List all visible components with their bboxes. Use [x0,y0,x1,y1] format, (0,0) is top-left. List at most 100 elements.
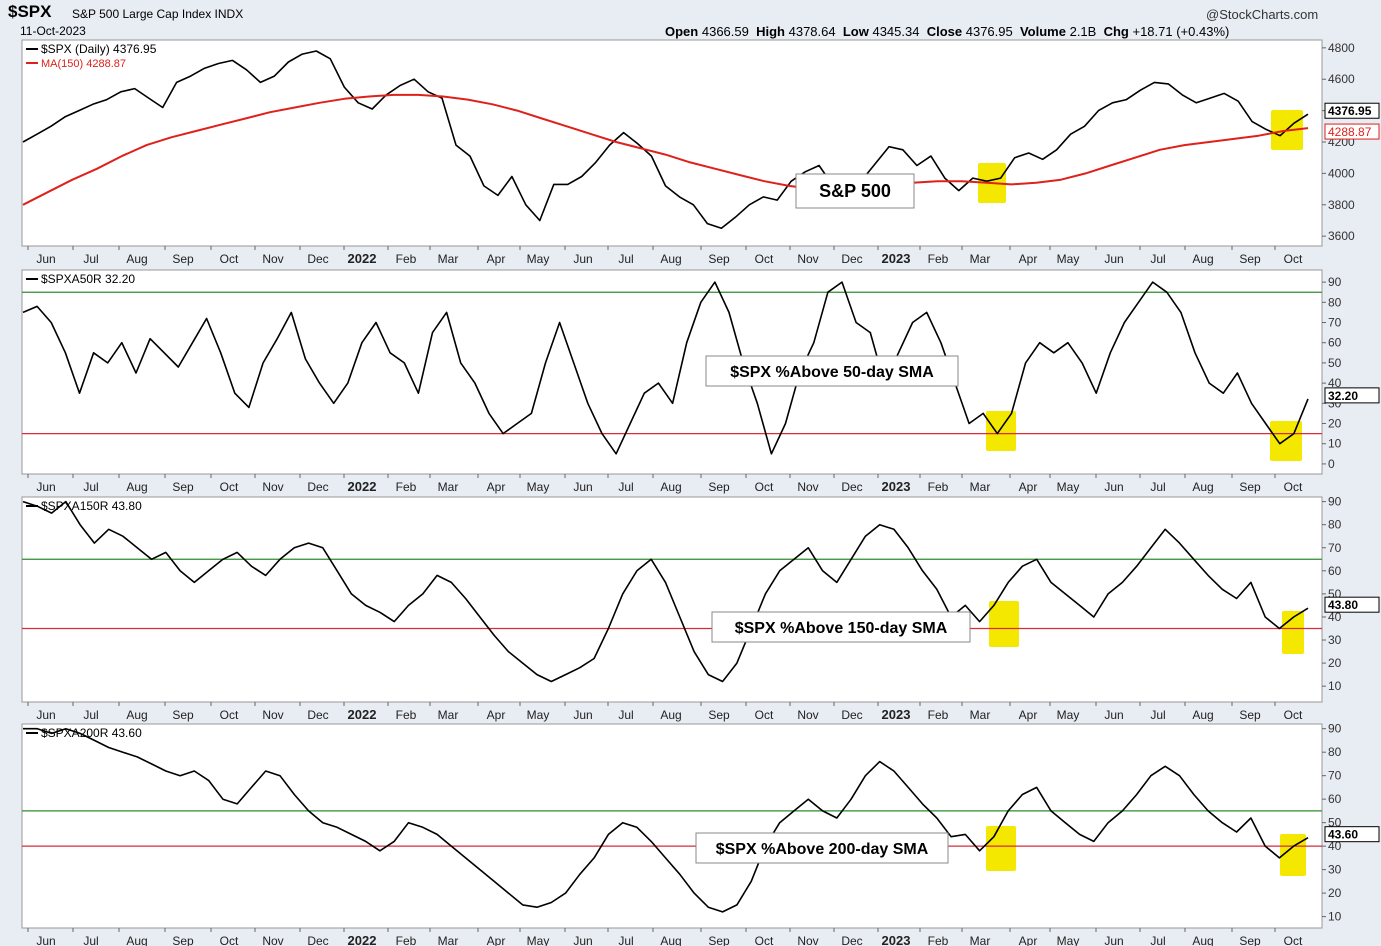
y-tick-label: 90 [1328,495,1342,509]
annotation-label: $SPX %Above 200-day SMA [716,841,929,858]
y-tick-label: 10 [1328,437,1342,451]
y-tick-label: 40 [1328,376,1342,390]
x-tick-label: Aug [126,934,147,946]
x-tick-label: Dec [307,934,328,946]
annotation-box [795,173,915,209]
last-value-label: 43.80 [1328,598,1358,612]
x-tick-label: Nov [797,480,818,494]
y-tick-label: 3600 [1328,229,1355,243]
annotation-label: S&P 500 [819,181,891,201]
y-tick-label: 90 [1328,275,1342,289]
x-tick-label: Oct [1284,480,1303,494]
x-tick-label: Aug [126,252,147,266]
x-tick-label: Aug [126,480,147,494]
x-tick-label: May [527,708,550,722]
x-tick-label: Feb [396,934,417,946]
x-tick-label: Jun [573,480,592,494]
x-tick-label: Jun [573,934,592,946]
x-tick-label: Aug [1192,708,1213,722]
x-tick-label: Sep [708,708,730,722]
x-tick-label: May [1057,934,1080,946]
x-tick-label: Jun [573,708,592,722]
y-tick-label: 70 [1328,769,1342,783]
chart-panel-1: $SPX (Daily) 4376.95 MA(150) 4288.87 S&P 5… [21,39,1380,266]
y-tick-label: 4800 [1328,41,1355,55]
last-value-tag [1324,596,1380,613]
x-tick-label: Oct [220,708,239,722]
x-tick-label: Aug [660,252,681,266]
x-tick-label: Apr [1019,708,1038,722]
ticker-symbol: $SPX [8,2,52,21]
y-tick-label: 60 [1328,564,1342,578]
x-tick-label: Dec [841,934,862,946]
y-tick-label: 20 [1328,886,1342,900]
chart-panel-3: $SPXA150R 43.80 $SPX %Above 150-day SMA 10… [21,495,1380,722]
high-value: 4378.64 [788,24,836,39]
x-tick-label: Oct [1284,708,1303,722]
x-tick-label: Dec [841,252,862,266]
legend-label: $SPX (Daily) 4376.95 [41,42,157,56]
y-tick-label: 0 [1328,457,1335,471]
x-tick-label: Oct [1284,252,1303,266]
y-tick-label: 10 [1328,679,1342,693]
last-value-label: 32.20 [1328,389,1358,403]
x-tick-label: Dec [307,252,328,266]
annotation-box [705,355,959,387]
index-name: S&P 500 Large Cap Index INDX [72,7,244,21]
legend-label: MA(150) 4288.87 [41,58,126,70]
x-tick-label: Nov [262,934,283,946]
volume-label: Volume [1019,24,1066,39]
x-tick-label: Oct [220,252,239,266]
y-tick-label: 70 [1328,316,1342,330]
highlight-box [989,601,1019,647]
x-tick-label: May [527,934,550,946]
x-tick-label: Feb [928,708,949,722]
x-tick-label: Feb [928,252,949,266]
last-value-tag [1324,387,1380,404]
x-tick-label: Dec [841,708,862,722]
y-tick-label: 3800 [1328,198,1355,212]
chart-panel-4: $SPXA200R 43.60 $SPX %Above 200-day SMA 10… [21,722,1380,946]
x-tick-label: Apr [487,252,506,266]
x-tick-label: Apr [1019,252,1038,266]
annotation-label: $SPX %Above 50-day SMA [730,364,934,381]
x-tick-label: May [1057,708,1080,722]
last-value-label: 4376.95 [1328,104,1372,118]
last-value-tag [1324,826,1380,843]
x-tick-label: Mar [970,708,991,722]
last-value-tag [1324,123,1380,140]
x-tick-label: Jul [83,934,98,946]
x-tick-label: Apr [487,708,506,722]
x-tick-label: Apr [487,480,506,494]
panel-background [21,39,1323,247]
highlight-box [1270,421,1302,461]
legend-label: $SPXA200R 43.60 [41,726,142,740]
x-tick-label: Apr [1019,480,1038,494]
x-tick-label: May [1057,480,1080,494]
y-tick-label: 20 [1328,656,1342,670]
x-tick-label: Aug [1192,934,1213,946]
x-tick-label: Oct [755,934,774,946]
x-tick-label: Jun [1104,708,1123,722]
x-tick-label: Jun [1104,252,1123,266]
x-tick-label: Sep [708,252,730,266]
x-tick-label: Jul [1150,252,1165,266]
x-tick-label: Nov [262,480,283,494]
x-tick-label: Jul [1150,934,1165,946]
x-tick-label: Nov [262,252,283,266]
x-tick-label: Jun [36,252,55,266]
x-tick-label: Jul [618,252,633,266]
y-tick-label: 4600 [1328,72,1355,86]
x-tick-label: 2022 [348,707,377,722]
x-tick-label: Nov [262,708,283,722]
last-value-tag [1324,102,1380,119]
y-tick-label: 4000 [1328,166,1355,180]
chg-label: Chg [1103,24,1129,39]
open-value: 4366.59 [701,24,749,39]
panel-background [21,723,1323,929]
annotation-box [711,611,971,643]
x-tick-label: Dec [307,708,328,722]
x-tick-label: Sep [172,934,194,946]
close-value: 4376.95 [965,24,1013,39]
price-series-line [22,281,1309,455]
